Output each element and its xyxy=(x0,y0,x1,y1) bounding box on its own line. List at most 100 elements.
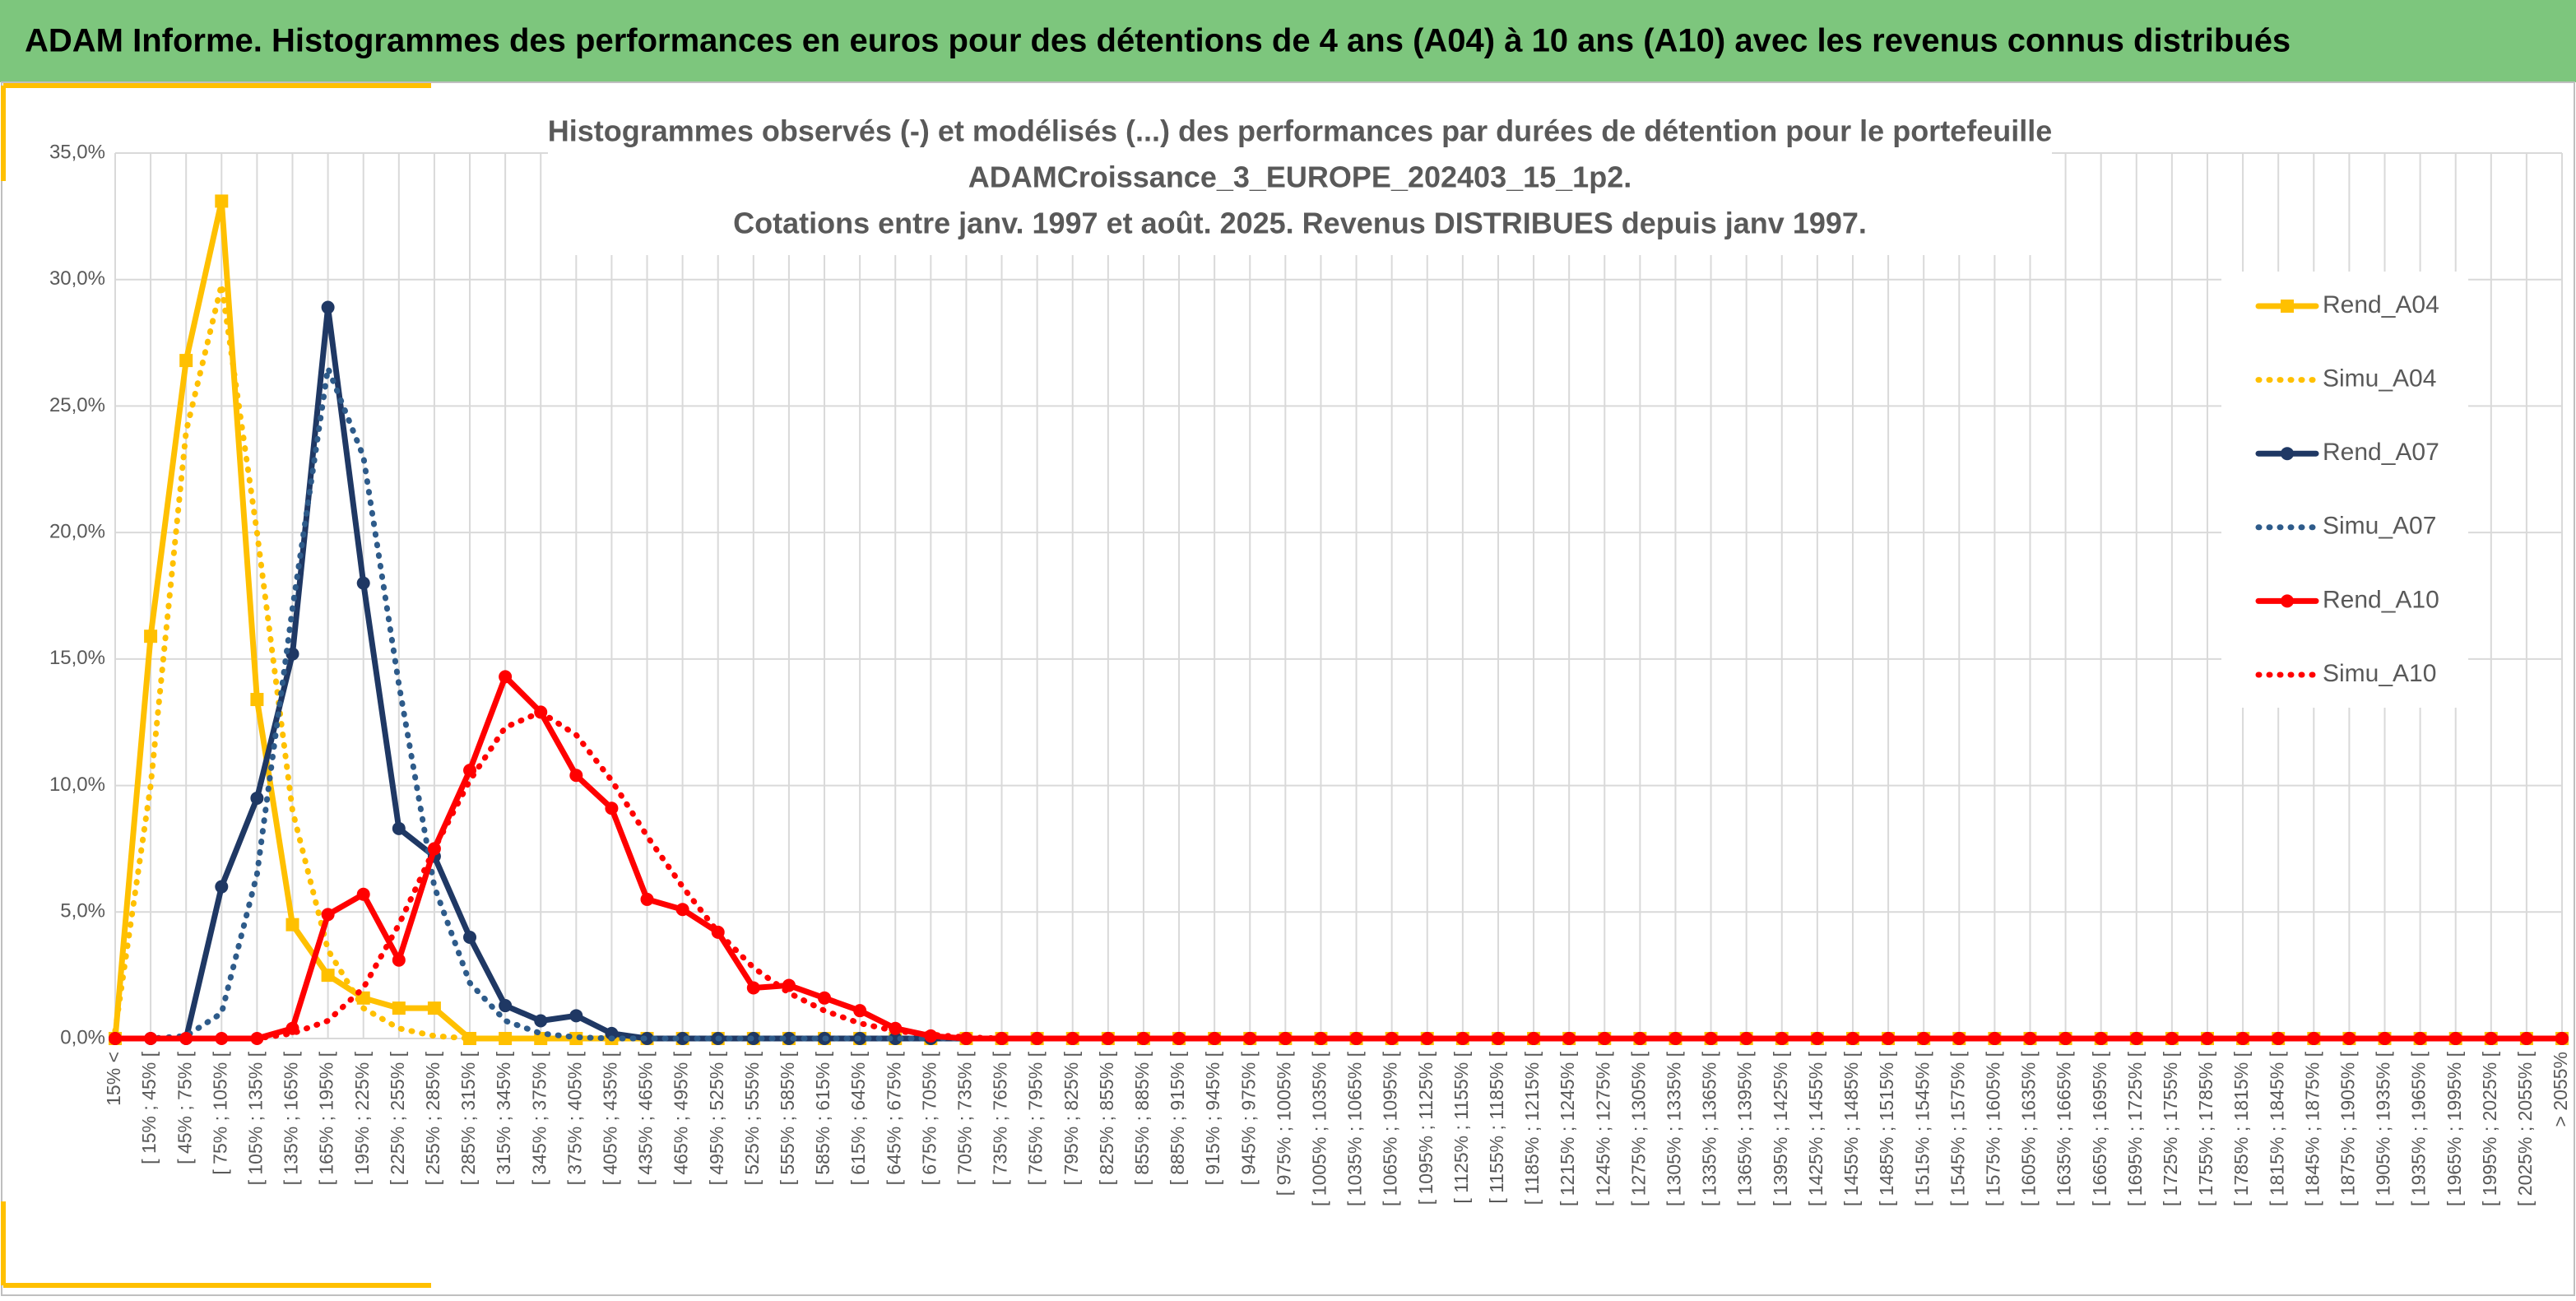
marker xyxy=(392,1001,406,1015)
x-tick-label: [ 1725% ; 1755% [ xyxy=(2160,1051,2181,1206)
x-tick-label: [ 285% ; 315% [ xyxy=(457,1051,479,1185)
marker xyxy=(1385,1032,1399,1045)
header-title: ADAM Informe. Histogrammes des performan… xyxy=(25,23,2291,59)
marker xyxy=(179,354,193,368)
marker xyxy=(782,1032,796,1045)
x-tick-label: [ 525% ; 555% [ xyxy=(741,1051,763,1185)
y-tick-label: 10,0% xyxy=(49,774,105,796)
x-tick-label: [ 1035% ; 1065% [ xyxy=(1344,1051,1366,1206)
x-tick-label: [ 45% ; 75% [ xyxy=(174,1051,195,1164)
x-tick-label: [ 1095% ; 1125% [ xyxy=(1415,1051,1437,1205)
series-line xyxy=(112,304,2565,1042)
marker xyxy=(569,1009,583,1023)
x-tick-label: [ 1005% ; 1035% [ xyxy=(1309,1051,1330,1206)
x-tick-label: [ 1635% ; 1665% [ xyxy=(2054,1051,2075,1206)
marker xyxy=(1279,1032,1293,1045)
marker xyxy=(1739,1032,1753,1045)
x-tick-label: [ 1155% ; 1185% [ xyxy=(1486,1051,1507,1203)
x-tick-label: [ 975% ; 1005% [ xyxy=(1273,1051,1294,1196)
marker xyxy=(215,194,229,208)
marker xyxy=(215,880,229,894)
x-tick-label: [ 1785% ; 1815% [ xyxy=(2230,1051,2252,1206)
x-tick-label: [ 1605% ; 1635% [ xyxy=(2018,1051,2040,1206)
marker xyxy=(321,908,335,922)
x-tick-label: [ 1755% ; 1785% [ xyxy=(2195,1051,2216,1206)
x-tick-label: [ 1695% ; 1725% [ xyxy=(2124,1051,2146,1206)
marker xyxy=(392,953,406,967)
x-tick-label: [ 705% ; 735% [ xyxy=(954,1051,976,1185)
x-tick-label: [ 1665% ; 1695% [ xyxy=(2089,1051,2110,1206)
y-tick-label: 0,0% xyxy=(60,1026,105,1048)
x-tick-label: [ 1905% ; 1935% [ xyxy=(2373,1051,2394,1206)
series-line xyxy=(112,709,2565,1042)
marker xyxy=(889,1032,903,1045)
y-tick-label: 30,0% xyxy=(49,267,105,290)
y-tick-label: 20,0% xyxy=(49,520,105,542)
x-tick-label: [ 1395% ; 1425% [ xyxy=(1770,1051,1791,1206)
marker xyxy=(605,802,619,815)
marker xyxy=(463,931,477,945)
x-tick-label: [ 105% ; 135% [ xyxy=(244,1051,266,1185)
legend-label: Rend_A07 xyxy=(2323,439,2439,466)
y-tick-label: 5,0% xyxy=(60,900,105,922)
marker xyxy=(392,821,406,835)
legend-label: Simu_A07 xyxy=(2323,513,2436,540)
marker xyxy=(1704,1032,1718,1045)
x-tick-label: [ 885% ; 915% [ xyxy=(1167,1051,1188,1185)
x-tick-label: [ 1455% ; 1485% [ xyxy=(1840,1051,1862,1206)
marker xyxy=(818,991,832,1005)
marker xyxy=(2378,1032,2392,1045)
x-tick-label: [ 585% ; 615% [ xyxy=(812,1051,833,1185)
series-line xyxy=(112,365,2565,1042)
y-tick-label: 15,0% xyxy=(49,647,105,669)
x-tick-label: [ 465% ; 495% [ xyxy=(671,1051,692,1185)
x-tick-label: 15% < xyxy=(103,1052,124,1106)
marker xyxy=(675,903,689,917)
x-tick-label: [ 1365% ; 1395% [ xyxy=(1734,1051,1756,1206)
x-tick-label: [ 1995% ; 2025% [ xyxy=(2479,1051,2500,1206)
x-tick-label: [ 645% ; 675% [ xyxy=(883,1051,904,1185)
marker xyxy=(1030,1032,1044,1045)
x-tick-label: [ 165% ; 195% [ xyxy=(316,1051,337,1185)
legend-label: Simu_A10 xyxy=(2323,660,2436,687)
grid: 0,0% 5,0% 10,0% 15,0% 20,0% 25,0% 30,0% 35,0% 15… xyxy=(49,141,2571,1206)
x-tick-label: [ 1185% ; 1215% [ xyxy=(1521,1051,1543,1205)
legend-bg xyxy=(2221,272,2468,708)
marker xyxy=(2555,1032,2569,1045)
x-tick-label: [ 915% ; 945% [ xyxy=(1202,1051,1223,1185)
x-tick-label: [ 1965% ; 1995% [ xyxy=(2444,1051,2465,1206)
marker xyxy=(321,969,335,983)
marker xyxy=(499,670,513,684)
x-tick-label: [ 1935% ; 1965% [ xyxy=(2408,1051,2430,1206)
x-tick-label: [ 345% ; 375% [ xyxy=(528,1051,550,1185)
x-tick-label: [ 1875% ; 1905% [ xyxy=(2337,1051,2358,1206)
x-tick-label: [ 1245% ; 1275% [ xyxy=(1592,1051,1613,1206)
series-line xyxy=(112,673,2565,1042)
y-tick-label: 25,0% xyxy=(49,394,105,416)
series-line xyxy=(112,197,2565,1042)
legend-label: Rend_A10 xyxy=(2323,586,2439,613)
marker xyxy=(2413,1032,2427,1045)
x-tick-label: [ 1305% ; 1335% [ xyxy=(1664,1051,1685,1206)
x-tick-label: [ 315% ; 345% [ xyxy=(493,1051,514,1185)
x-tick-label: [ 555% ; 585% [ xyxy=(777,1051,798,1185)
x-tick-label: [ 1515% ; 1545% [ xyxy=(1911,1051,1933,1206)
x-tick-label: [ 1125% ; 1155% [ xyxy=(1450,1051,1472,1203)
x-tick-label: [ 1215% ; 1245% [ xyxy=(1557,1051,1578,1206)
x-tick-label: [ 225% ; 255% [ xyxy=(387,1051,408,1185)
legend: Rend_A04 Simu_A04 Rend_A07 Simu_A07 Rend_A10… xyxy=(2255,291,2439,687)
header-bar xyxy=(0,0,2576,82)
legend-marker xyxy=(2281,300,2294,313)
marker xyxy=(853,1004,867,1018)
x-tick-label: [ 765% ; 795% [ xyxy=(1025,1051,1047,1185)
y-tick-label: 35,0% xyxy=(49,141,105,163)
marker xyxy=(285,918,299,932)
marker xyxy=(144,630,158,644)
x-tick-label: [ 195% ; 225% [ xyxy=(351,1051,373,1185)
legend-marker xyxy=(2281,447,2294,461)
chart-title: Cotations entre janv. 1997 et août. 2025… xyxy=(733,207,1867,240)
x-tick-label: [ 1425% ; 1455% [ xyxy=(1805,1051,1826,1206)
x-tick-label: [ 795% ; 825% [ xyxy=(1061,1051,1082,1185)
x-tick-label: [ 615% ; 645% [ xyxy=(847,1051,869,1185)
